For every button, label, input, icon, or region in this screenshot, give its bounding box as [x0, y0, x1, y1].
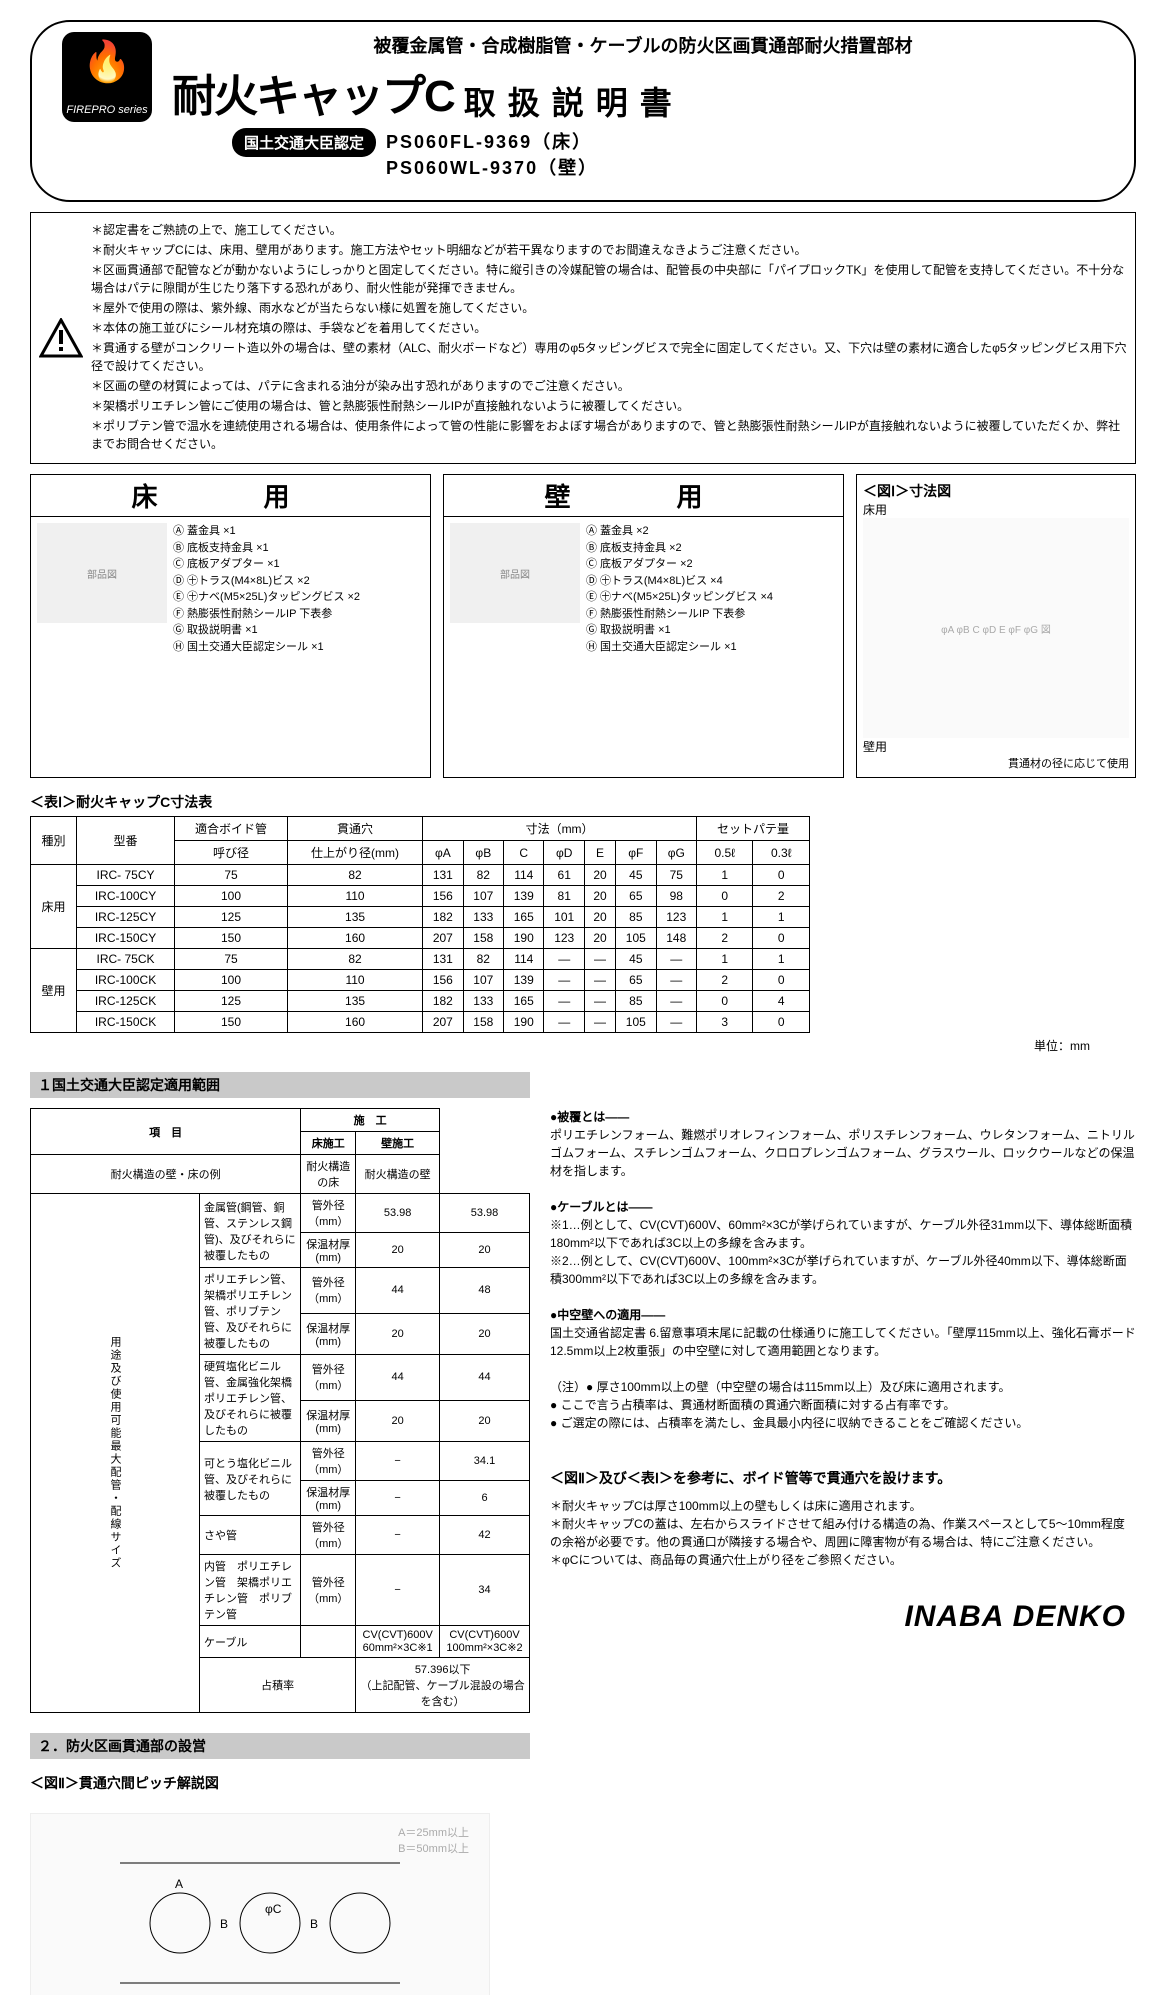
- fig2-diagram: A＝25mm以上B＝50mm以上 A B B φC 100mm以上: [30, 1813, 490, 1995]
- svg-text:A: A: [175, 1877, 183, 1891]
- floor-kit-image: 部品図: [37, 523, 167, 623]
- warning-line: ＊貫通する壁がコンクリート造以外の場合は、壁の素材（ALC、耐火ボードなど）専用…: [91, 339, 1127, 375]
- scope-table: 項 目施 工床施工壁施工耐火構造の壁・床の例耐火構造の床耐火構造の壁用途及び使用…: [30, 1108, 530, 1713]
- floor-kit: 床 用 部品図 Ⓐ 蓋金具 ×1Ⓑ 底板支持金具 ×1Ⓒ 底板アダプター ×1Ⓓ…: [30, 474, 431, 778]
- wall-kit-image: 部品図: [450, 523, 580, 623]
- cert-codes: PS060FL-9369（床）PS060WL-9370（壁）: [386, 128, 598, 180]
- svg-text:φC: φC: [265, 1902, 282, 1916]
- svg-text:B: B: [310, 1917, 318, 1931]
- logo: FIREPRO series: [62, 32, 152, 122]
- wall-kit: 壁 用 部品図 Ⓐ 蓋金具 ×2Ⓑ 底板支持金具 ×2Ⓒ 底板アダプター ×2Ⓓ…: [443, 474, 844, 778]
- section-1-heading: １国土交通大臣認定適用範囲: [30, 1072, 530, 1098]
- warning-line: ＊架橋ポリエチレン管にご使用の場合は、管と熱膨張性耐熱シールIPが直接触れないよ…: [91, 397, 1127, 415]
- cert-badge: 国土交通大臣認定: [232, 128, 376, 157]
- warning-line: ＊本体の施工並びにシール材充填の際は、手袋などを着用してください。: [91, 319, 1127, 337]
- warning-line: ＊認定書をご熟読の上で、施工してください。: [91, 221, 1127, 239]
- warning-box: ＊認定書をご熟読の上で、施工してください。 ＊耐火キャップCには、床用、壁用があり…: [30, 212, 1136, 464]
- warning-icon: [39, 318, 83, 358]
- unit-note: 単位：mm: [30, 1037, 1090, 1054]
- dimension-table: 種別型番適合ボイド管貫通穴寸法（mm）セットパテ量呼び径仕上がり径(mm)φAφ…: [30, 816, 810, 1033]
- table1-title: ＜表Ⅰ＞耐火キャップC寸法表: [30, 792, 1136, 812]
- dimension-figure: ＜図Ⅰ＞寸法図 床用 φA φB C φD E φF φG 図 壁用 貫通材の径…: [856, 474, 1136, 778]
- warning-line: ＊耐火キャップCには、床用、壁用があります。施工方法やセット明細などが若干異なり…: [91, 241, 1127, 259]
- main-title-sub: 取扱説明書: [464, 78, 684, 124]
- header: FIREPRO series 被覆金属管・合成樹脂管・ケーブルの防火区画貫通部耐…: [30, 20, 1136, 202]
- warning-line: ＊屋外で使用の際は、紫外線、雨水などが当たらない様に処置を施してください。: [91, 299, 1127, 317]
- brand-logo: INABA DENKO: [904, 1600, 1126, 1634]
- sub-title: 被覆金属管・合成樹脂管・ケーブルの防火区画貫通部耐火措置部材: [172, 32, 1114, 58]
- warning-line: ＊区画貫通部で配管などが動かないようにしっかりと固定してください。特に縦引きの冷…: [91, 261, 1127, 297]
- main-title: 耐火キャップC: [172, 60, 454, 124]
- warning-line: ＊ポリブテン管で温水を連続使用される場合は、使用条件によって管の性能に影響をおよ…: [91, 417, 1127, 453]
- svg-text:B: B: [220, 1917, 228, 1931]
- section-2-heading: ２．防火区画貫通部の設営: [30, 1733, 530, 1759]
- warning-line: ＊区画の壁の材質によっては、パテに含まれる油分が染み出す恐れがありますのでご注意…: [91, 377, 1127, 395]
- notes-column: ●被覆とは—— ポリエチレンフォーム、難燃ポリオレフィンフォーム、ポリスチレンフ…: [550, 1108, 1136, 1995]
- fig2-title: ＜図Ⅱ＞貫通穴間ピッチ解説図: [30, 1773, 530, 1793]
